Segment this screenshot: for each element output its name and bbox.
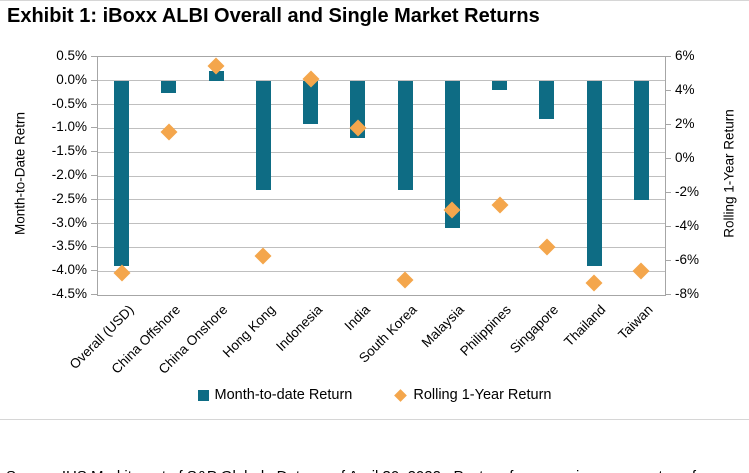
- left-axis-tick-label: -4.0%: [51, 262, 87, 278]
- right-axis-tick-label: -2%: [675, 184, 700, 199]
- left-axis-tick-label: -1.0%: [51, 119, 87, 135]
- left-axis-tick-label: -2.5%: [51, 190, 87, 206]
- right-axis-tick-label: -6%: [675, 252, 700, 267]
- left-axis-tick: [91, 198, 97, 200]
- left-axis-tick-label: -3.5%: [51, 238, 87, 254]
- category-label: Taiwan: [615, 302, 656, 343]
- left-axis-title: Month-to-Date Retrn: [12, 111, 28, 236]
- left-axis-tick-label: -1.5%: [51, 143, 87, 159]
- right-axis-tick: [665, 260, 671, 261]
- left-axis-tick-label: 0.5%: [56, 48, 87, 63]
- diamond-overall-usd-: [113, 264, 131, 282]
- legend-label: Month-to-date Return: [214, 387, 353, 403]
- right-axis-tick: [665, 294, 671, 295]
- gridline: [98, 104, 665, 106]
- category-label: Thailand: [561, 302, 609, 350]
- right-axis-tick-label: -8%: [675, 286, 700, 301]
- bar-swatch-icon: [197, 389, 209, 401]
- right-axis-tick: [665, 192, 671, 193]
- right-axis-tick-label: -4%: [675, 218, 700, 233]
- left-axis-tick: [91, 175, 97, 176]
- category-label: Singapore: [507, 302, 562, 357]
- left-axis-tick: [91, 103, 97, 105]
- right-axis-tick: [665, 226, 671, 227]
- left-axis-tick: [91, 79, 97, 81]
- category-label: Philippines: [457, 302, 515, 359]
- left-axis-tick: [91, 246, 97, 248]
- source-note: Source: IHS Markit, part of S&P Global. …: [6, 424, 744, 473]
- right-axis-tick: [665, 90, 671, 91]
- source-note-line: Source: IHS Markit, part of S&P Global. …: [6, 466, 744, 473]
- left-axis-tick: [91, 56, 97, 57]
- bar-taiwan: [633, 80, 649, 200]
- diamond-swatch-icon: [394, 388, 408, 402]
- bar-china-offshore: [161, 80, 177, 93]
- plot-area: [97, 56, 666, 296]
- chart-legend: Month-to-date Return Rolling 1-Year Retu…: [0, 387, 749, 403]
- left-axis-tick-label: -3.0%: [51, 214, 87, 230]
- diamond-hong-kong: [254, 247, 272, 265]
- left-axis-tick: [91, 151, 97, 153]
- bar-malaysia: [444, 80, 460, 229]
- left-axis-tick: [91, 270, 97, 272]
- right-axis-tick-label: 4%: [675, 82, 695, 97]
- left-axis-tick-label: 0.0%: [56, 71, 87, 87]
- diamond-taiwan: [632, 262, 650, 280]
- right-axis-title: Rolling 1-Year Return: [721, 109, 737, 238]
- category-label: Indonesia: [273, 302, 326, 355]
- left-axis-tick-label: -2.0%: [51, 167, 87, 182]
- category-label: Malaysia: [418, 302, 467, 351]
- right-axis-tick-label: 0%: [675, 150, 695, 165]
- gridline: [98, 223, 665, 225]
- right-axis-tick-label: 2%: [675, 116, 695, 131]
- right-axis-tick: [665, 56, 671, 57]
- bar-philippines: [492, 80, 508, 91]
- exhibit-title: Exhibit 1: iBoxx ALBI Overall and Single…: [7, 5, 540, 27]
- left-axis-tick-label: -0.5%: [51, 95, 87, 111]
- gridline: [98, 246, 665, 248]
- diamond-south-korea: [396, 271, 414, 289]
- left-axis-tick: [91, 222, 97, 224]
- gridline: [98, 151, 665, 153]
- gridline: [98, 199, 665, 201]
- gridline: [98, 127, 665, 129]
- bar-overall-usd-: [114, 80, 130, 267]
- right-axis-tick: [665, 158, 671, 159]
- bar-china-onshore: [208, 71, 224, 81]
- gridline: [98, 175, 665, 177]
- bar-thailand: [586, 80, 602, 267]
- right-axis-tick-label: 6%: [675, 48, 695, 63]
- left-axis-tick-label: -4.5%: [51, 286, 87, 301]
- diamond-singapore: [538, 238, 556, 256]
- bar-indonesia: [303, 80, 319, 124]
- gridline: [98, 270, 665, 272]
- category-label: India: [341, 302, 373, 334]
- bar-singapore: [539, 80, 555, 119]
- left-axis-tick: [91, 127, 97, 129]
- bar-south-korea: [397, 80, 413, 191]
- legend-label: Rolling 1-Year Return: [413, 387, 552, 403]
- legend-item-rolling-1-year: Rolling 1-Year Return: [394, 387, 551, 403]
- top-rule: [0, 0, 749, 1]
- legend-item-month-to-date: Month-to-date Return: [197, 387, 353, 403]
- left-axis-tick: [91, 294, 97, 295]
- right-axis-tick: [665, 124, 671, 125]
- gridline: [98, 80, 665, 82]
- footer-rule: [0, 419, 749, 420]
- bar-hong-kong: [255, 80, 271, 191]
- diamond-thailand: [585, 274, 603, 292]
- diamond-china-offshore: [160, 123, 178, 141]
